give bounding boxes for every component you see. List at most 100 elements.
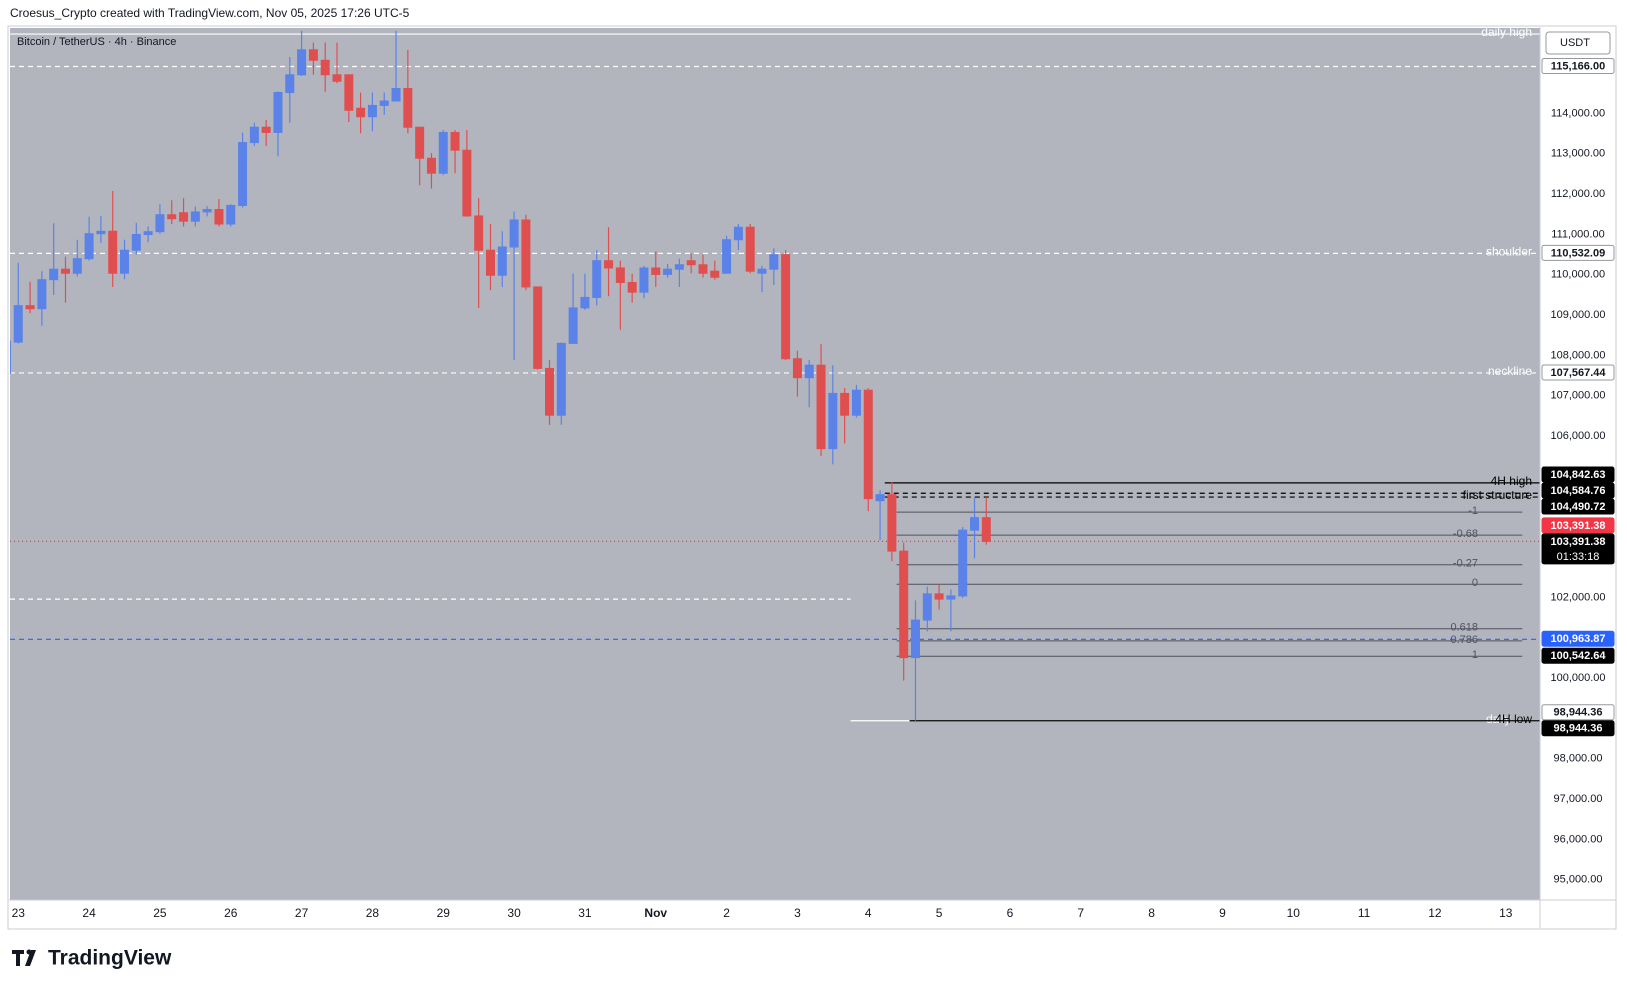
level-label: daily low bbox=[1486, 712, 1532, 726]
candle-body bbox=[214, 208, 224, 225]
candle-body bbox=[96, 230, 106, 235]
price-label-box bbox=[1541, 498, 1615, 515]
candle-body bbox=[155, 214, 165, 233]
price-label: 104,490.72 bbox=[1550, 501, 1605, 513]
fib-label: 0.786 bbox=[1450, 634, 1478, 646]
y-tick-label: 106,000.00 bbox=[1550, 430, 1605, 442]
candle-body bbox=[958, 529, 968, 597]
price-label: 103,391.38 bbox=[1550, 536, 1605, 548]
header: Croesus_Crypto created with TradingView.… bbox=[10, 6, 410, 20]
candle-body bbox=[545, 367, 555, 416]
y-tick-label: 111,000.00 bbox=[1551, 228, 1604, 240]
candle-body bbox=[332, 74, 342, 82]
price-label-box bbox=[1541, 57, 1615, 74]
y-tick-label: 112,000.00 bbox=[1551, 188, 1605, 200]
candle-body bbox=[792, 358, 802, 379]
candle-body bbox=[190, 211, 200, 222]
x-tick-label: 31 bbox=[578, 906, 592, 920]
y-tick-label: 110,000.00 bbox=[1551, 269, 1605, 281]
candle-body bbox=[426, 157, 436, 174]
candle-body bbox=[533, 286, 543, 369]
level-label: neckline bbox=[1488, 364, 1532, 378]
candle-body bbox=[320, 59, 330, 76]
y-tick-label: 100,000.00 bbox=[1550, 672, 1605, 684]
candle-body bbox=[899, 550, 909, 659]
candle-body bbox=[946, 595, 956, 600]
candle-body bbox=[769, 254, 779, 270]
price-label-box bbox=[1541, 647, 1615, 664]
price-label-box bbox=[1541, 704, 1615, 721]
x-tick-label: 2 bbox=[723, 906, 730, 920]
y-tick-label: 107,000.00 bbox=[1550, 390, 1605, 402]
candle-body bbox=[615, 267, 625, 284]
candle-body bbox=[910, 619, 920, 659]
currency[interactable]: USDT bbox=[1560, 37, 1590, 49]
y-tick-label: 97,000.00 bbox=[1554, 793, 1603, 805]
logo-icon bbox=[12, 950, 24, 966]
candle-body bbox=[828, 392, 838, 450]
candle-body bbox=[592, 260, 602, 298]
x-tick-label: 3 bbox=[794, 906, 801, 920]
countdown: 01:33:18 bbox=[1557, 551, 1600, 563]
fib-label: 1 bbox=[1472, 649, 1478, 661]
candle-body bbox=[415, 126, 425, 159]
y-tick-label: 95,000.00 bbox=[1554, 874, 1603, 886]
candle-body bbox=[509, 219, 519, 248]
candle-body bbox=[804, 364, 814, 379]
price-label: 98,944.36 bbox=[1554, 707, 1603, 719]
x-tick-label: 26 bbox=[224, 906, 238, 920]
candle-body bbox=[344, 74, 354, 111]
candle-body bbox=[934, 593, 944, 600]
y-tick-label: 114,000.00 bbox=[1551, 107, 1605, 119]
fib-label: 0 bbox=[1472, 577, 1478, 589]
price-label-box bbox=[1541, 364, 1615, 381]
candle-body bbox=[438, 131, 448, 174]
candle-body bbox=[851, 389, 861, 416]
candle-body bbox=[25, 305, 35, 310]
candle-body bbox=[686, 260, 696, 266]
level-label: 4H high bbox=[1491, 474, 1532, 488]
candle-body bbox=[60, 268, 70, 274]
candle-body bbox=[10, 340, 11, 374]
fib-label: -0.68 bbox=[1453, 528, 1478, 540]
candle-body bbox=[179, 212, 189, 222]
x-tick-label: 28 bbox=[366, 906, 380, 920]
price-label: 104,584.76 bbox=[1550, 485, 1605, 497]
candle-body bbox=[863, 389, 873, 500]
candle-body bbox=[226, 204, 236, 225]
candle-body bbox=[840, 392, 850, 416]
brand: TradingView bbox=[48, 947, 172, 970]
candle-body bbox=[84, 233, 94, 260]
price-label: 115,166.00 bbox=[1551, 60, 1605, 72]
y-tick-label: 98,000.00 bbox=[1554, 753, 1603, 765]
x-tick-label: 11 bbox=[1358, 906, 1371, 920]
candle-body bbox=[108, 230, 118, 274]
candle-body bbox=[733, 226, 743, 241]
candle-body bbox=[49, 268, 59, 281]
candle-body bbox=[462, 149, 472, 217]
y-tick-label: 113,000.00 bbox=[1551, 148, 1605, 160]
candle-body bbox=[639, 267, 649, 293]
candle-body bbox=[143, 231, 153, 236]
candle-body bbox=[202, 208, 212, 213]
x-tick-label: 13 bbox=[1499, 906, 1513, 920]
x-tick-label: 29 bbox=[437, 906, 451, 920]
candle-body bbox=[604, 260, 614, 269]
candle-body bbox=[568, 307, 578, 344]
x-tick-label: 30 bbox=[507, 906, 521, 920]
x-tick-label: 8 bbox=[1148, 906, 1155, 920]
level-label: shoulder bbox=[1486, 245, 1532, 259]
candle-body bbox=[249, 126, 259, 144]
candle-body bbox=[450, 131, 460, 151]
x-tick-label: 7 bbox=[1077, 906, 1084, 920]
currency-box[interactable] bbox=[1545, 31, 1611, 55]
y-tick-label: 108,000.00 bbox=[1550, 349, 1605, 361]
candle-body bbox=[887, 494, 897, 552]
candle-body bbox=[875, 494, 885, 502]
x-tick-label: 25 bbox=[153, 906, 167, 920]
candle-body bbox=[651, 267, 661, 275]
candle-body bbox=[72, 258, 82, 274]
price-label-box bbox=[1541, 244, 1615, 261]
